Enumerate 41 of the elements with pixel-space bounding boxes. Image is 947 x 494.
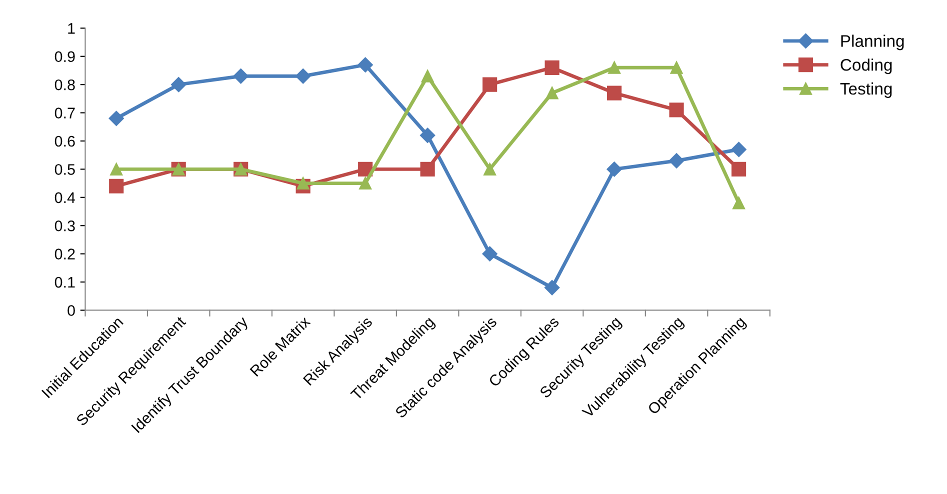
point: [731, 142, 746, 158]
y-tick-label: 0.2: [54, 248, 75, 260]
y-tick-label: 0.1: [54, 276, 75, 288]
point: [669, 102, 684, 118]
point: [420, 128, 436, 143]
point: [546, 86, 558, 100]
y-tick-label: 0.7: [54, 108, 75, 118]
y-tick-label: 0.4: [54, 192, 76, 204]
point: [233, 68, 248, 84]
y-tick-label: 0.9: [54, 51, 75, 62]
point: [359, 177, 372, 190]
y-tick-label: 0.6: [54, 136, 75, 147]
point: [608, 61, 621, 74]
point: [482, 77, 498, 92]
legend-label: Planning: [841, 34, 904, 50]
point: [421, 70, 434, 82]
point: [607, 86, 622, 100]
legend-label: Coding: [840, 58, 892, 74]
point: [171, 77, 186, 92]
point: [482, 246, 498, 262]
point: [420, 162, 435, 176]
point: [296, 177, 310, 190]
point: [108, 110, 124, 126]
point: [731, 162, 746, 176]
point: [732, 196, 746, 210]
point: [358, 57, 373, 72]
point: [296, 68, 311, 84]
point: [544, 60, 560, 75]
y-tick-label: 0: [68, 305, 75, 316]
point: [109, 178, 124, 194]
point: [670, 61, 683, 74]
point: [668, 153, 684, 168]
point: [484, 162, 496, 176]
legend-label: Testing: [840, 82, 892, 98]
point: [110, 162, 123, 176]
y-tick-label: 1: [68, 23, 75, 34]
y-tick-label: 0.5: [54, 164, 75, 175]
y-tick-label: 0.8: [54, 79, 75, 90]
point: [544, 280, 560, 296]
point: [606, 162, 622, 177]
y-tick-label: 0.3: [54, 220, 75, 232]
